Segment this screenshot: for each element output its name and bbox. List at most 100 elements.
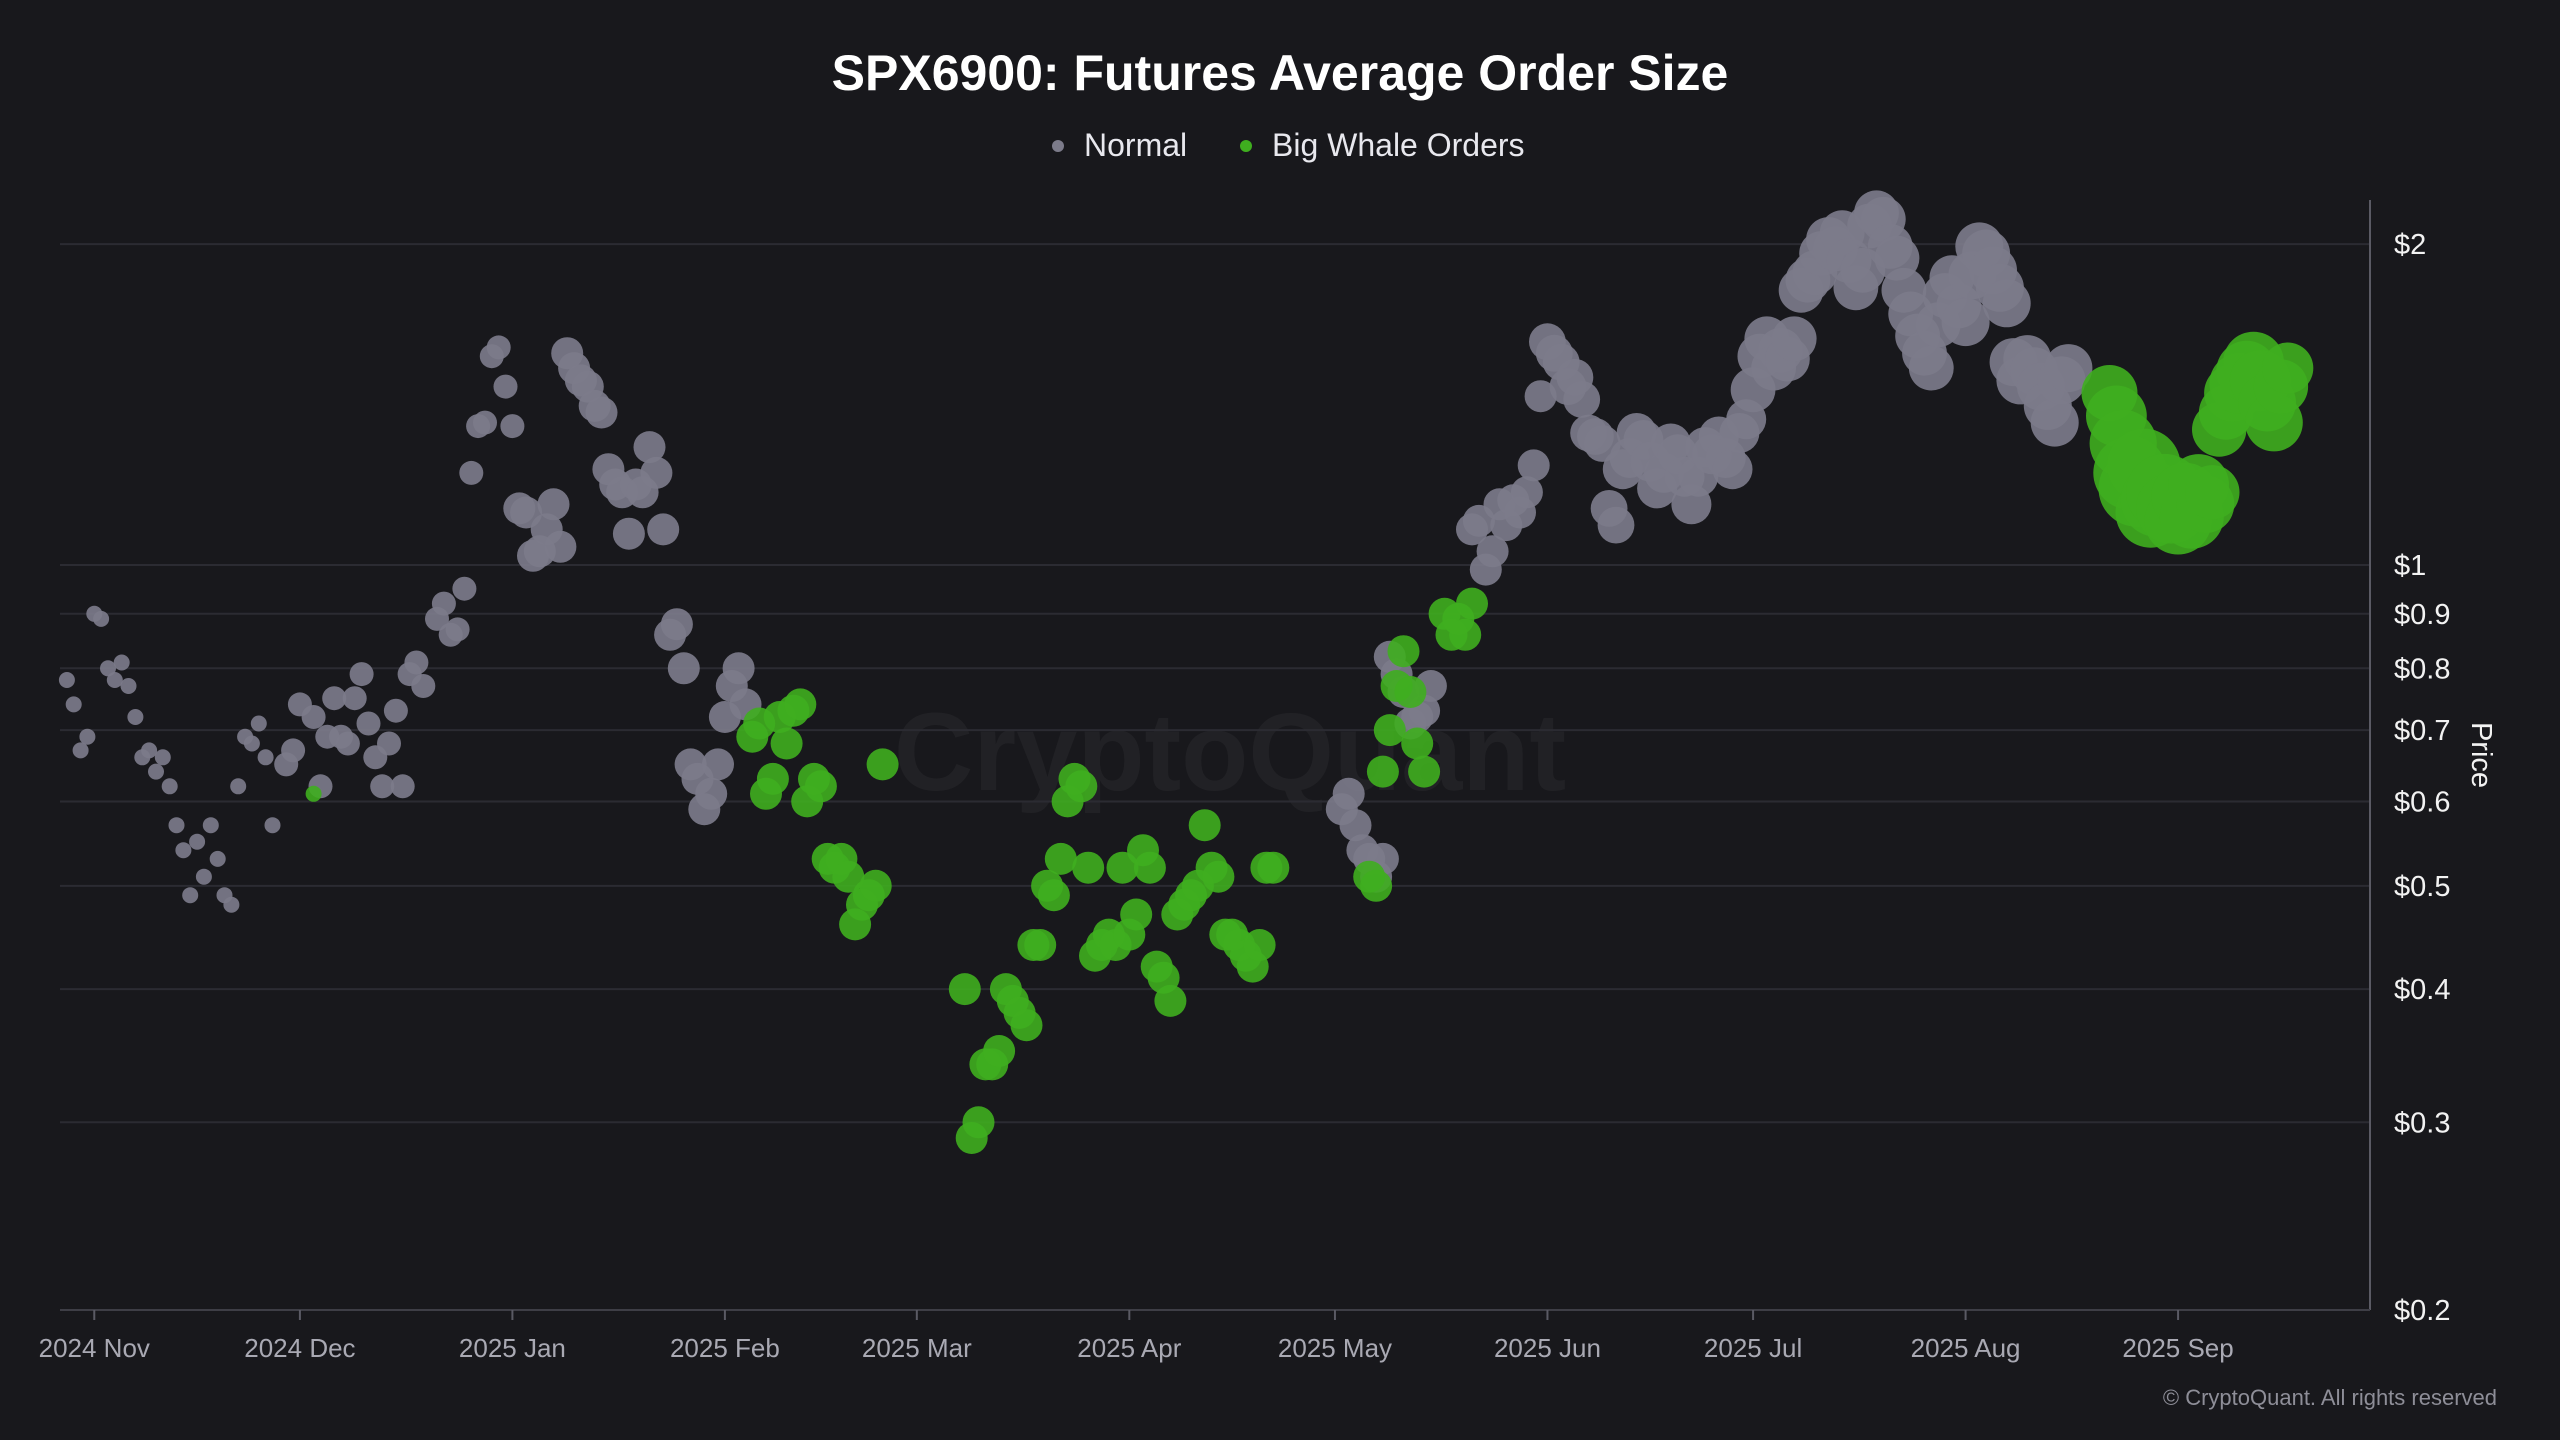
normal-order-point[interactable] xyxy=(120,678,137,694)
normal-order-point[interactable] xyxy=(113,654,130,671)
normal-order-point[interactable] xyxy=(168,817,185,834)
normal-order-point[interactable] xyxy=(2044,344,2093,393)
whale-order-point[interactable] xyxy=(1065,770,1098,803)
normal-order-point[interactable] xyxy=(141,742,158,759)
normal-order-point[interactable] xyxy=(257,749,274,766)
normal-order-point[interactable] xyxy=(93,610,110,627)
normal-order-point[interactable] xyxy=(106,672,123,688)
normal-order-point[interactable] xyxy=(1908,345,1954,391)
normal-order-point[interactable] xyxy=(459,460,484,485)
normal-order-point[interactable] xyxy=(161,778,178,795)
normal-order-point[interactable] xyxy=(377,731,401,756)
whale-order-point[interactable] xyxy=(866,748,899,781)
normal-order-point[interactable] xyxy=(370,774,395,799)
normal-order-point[interactable] xyxy=(243,735,260,752)
normal-order-point[interactable] xyxy=(1524,380,1557,413)
normal-order-point[interactable] xyxy=(175,842,192,859)
normal-order-point[interactable] xyxy=(2030,398,2079,447)
whale-order-point[interactable] xyxy=(1243,929,1276,961)
normal-order-point[interactable] xyxy=(537,488,570,521)
whale-order-point[interactable] xyxy=(756,762,789,795)
whale-order-point[interactable] xyxy=(1373,714,1406,747)
normal-order-point[interactable] xyxy=(342,686,367,711)
whale-order-point[interactable] xyxy=(804,770,837,803)
normal-order-point[interactable] xyxy=(702,748,734,781)
normal-order-point[interactable] xyxy=(383,698,408,723)
normal-order-point[interactable] xyxy=(431,591,456,616)
normal-order-point[interactable] xyxy=(473,410,497,435)
normal-order-point[interactable] xyxy=(695,777,728,810)
whale-order-point[interactable] xyxy=(1408,755,1441,788)
normal-order-point[interactable] xyxy=(722,652,755,685)
normal-order-point[interactable] xyxy=(79,728,96,745)
whale-order-point[interactable] xyxy=(1202,860,1235,893)
whale-order-point[interactable] xyxy=(784,688,817,721)
whale-order-point[interactable] xyxy=(1387,635,1420,668)
normal-order-point[interactable] xyxy=(640,456,673,489)
normal-order-point[interactable] xyxy=(127,709,144,725)
normal-order-point[interactable] xyxy=(486,335,511,360)
plot-points[interactable] xyxy=(58,190,2314,1154)
normal-order-point[interactable] xyxy=(1332,777,1365,810)
normal-order-point[interactable] xyxy=(1771,316,1817,362)
normal-order-point[interactable] xyxy=(1510,476,1543,509)
normal-order-point[interactable] xyxy=(1712,449,1753,490)
whale-order-point[interactable] xyxy=(1366,755,1399,788)
normal-order-point[interactable] xyxy=(445,617,470,642)
whale-order-point[interactable] xyxy=(1037,879,1070,912)
normal-order-point[interactable] xyxy=(349,662,374,687)
whale-order-point[interactable] xyxy=(962,1106,995,1139)
whale-order-point[interactable] xyxy=(983,1035,1016,1067)
normal-order-point[interactable] xyxy=(647,513,680,546)
normal-order-point[interactable] xyxy=(544,530,577,563)
normal-order-point[interactable] xyxy=(301,705,326,729)
whale-order-point[interactable] xyxy=(1449,618,1482,651)
normal-order-point[interactable] xyxy=(250,715,267,732)
whale-order-point[interactable] xyxy=(1456,587,1488,620)
normal-order-point[interactable] xyxy=(1597,506,1635,544)
whale-order-point[interactable] xyxy=(948,973,981,1006)
normal-order-point[interactable] xyxy=(667,652,700,685)
normal-order-point[interactable] xyxy=(585,396,618,429)
normal-order-point[interactable] xyxy=(1982,279,2031,328)
normal-order-point[interactable] xyxy=(189,833,206,850)
normal-order-point[interactable] xyxy=(202,817,219,834)
normal-order-point[interactable] xyxy=(1563,381,1601,418)
normal-order-point[interactable] xyxy=(500,414,525,439)
whale-order-point[interactable] xyxy=(832,860,865,893)
normal-order-point[interactable] xyxy=(660,608,693,641)
normal-order-point[interactable] xyxy=(390,774,415,799)
normal-order-point[interactable] xyxy=(1476,535,1509,568)
normal-order-point[interactable] xyxy=(223,896,240,913)
whale-order-point[interactable] xyxy=(305,785,322,802)
whale-order-point[interactable] xyxy=(1133,851,1166,884)
whale-order-point[interactable] xyxy=(1394,676,1427,708)
normal-order-point[interactable] xyxy=(322,686,347,711)
normal-order-point[interactable] xyxy=(58,672,75,688)
normal-order-point[interactable] xyxy=(411,674,436,698)
legend[interactable]: Normal Big Whale Orders xyxy=(1052,127,1525,163)
normal-order-point[interactable] xyxy=(72,742,89,759)
whale-order-point[interactable] xyxy=(1120,898,1153,931)
normal-order-point[interactable] xyxy=(100,660,116,677)
normal-order-point[interactable] xyxy=(230,778,247,795)
whale-order-point[interactable] xyxy=(859,869,892,902)
normal-order-point[interactable] xyxy=(195,868,212,885)
legend-label-whale[interactable]: Big Whale Orders xyxy=(1272,127,1525,163)
whale-order-point[interactable] xyxy=(770,727,803,760)
normal-order-point[interactable] xyxy=(281,738,306,763)
whale-order-point[interactable] xyxy=(1401,727,1434,760)
normal-order-point[interactable] xyxy=(65,696,82,713)
whale-order-point[interactable] xyxy=(1360,869,1393,902)
normal-order-point[interactable] xyxy=(493,374,518,399)
normal-order-point[interactable] xyxy=(154,749,171,766)
normal-order-point[interactable] xyxy=(612,517,645,550)
normal-order-point[interactable] xyxy=(1339,809,1372,842)
whale-order-point[interactable] xyxy=(1188,809,1221,842)
normal-order-point[interactable] xyxy=(209,850,226,867)
whale-order-point[interactable] xyxy=(2262,342,2314,394)
normal-order-point[interactable] xyxy=(1517,449,1550,482)
normal-order-point[interactable] xyxy=(182,887,199,904)
normal-order-point[interactable] xyxy=(335,731,360,756)
normal-order-point[interactable] xyxy=(148,763,164,780)
